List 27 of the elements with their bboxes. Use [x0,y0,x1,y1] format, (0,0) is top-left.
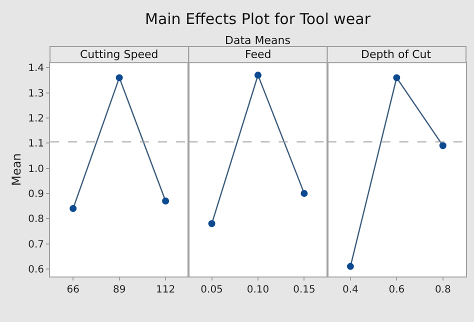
text: Data Means [225,34,291,47]
x-tick-label: 66 [66,284,80,296]
x-tick-label: 112 [156,284,176,296]
x-tick-label: 0.4 [342,284,358,296]
x-tick-label: 0.6 [388,284,405,296]
y-tick-label: 1.1 [28,138,44,150]
x-tick-label: 0.15 [293,284,316,296]
x-tick-label: 0.05 [200,284,223,296]
y-tick-label: 1.4 [28,63,44,74]
y-tick-label: 1.2 [28,113,44,124]
chart-title: Cutting Speed [80,48,158,61]
y-axis-title: Mean [9,153,24,186]
chart-title: Depth of Cut [361,48,432,61]
y-tick-label: 1.0 [28,164,44,175]
x-tick-label: 0.10 [246,284,270,296]
y-tick-label: 0.7 [28,239,44,250]
point [70,205,77,212]
y-tick-label: 0.6 [28,264,44,276]
chart-title: Feed [245,48,272,61]
y-tick-label: 0.8 [28,214,44,226]
x-tick-label: 0.8 [434,284,451,296]
y-tick-label: 1.3 [28,88,44,100]
y-tick-label: 0.9 [28,188,44,200]
text: Main Effects Plot for Tool wear [145,10,372,28]
x-tick-label: 89 [112,284,126,296]
point [162,198,170,204]
point [116,74,123,82]
